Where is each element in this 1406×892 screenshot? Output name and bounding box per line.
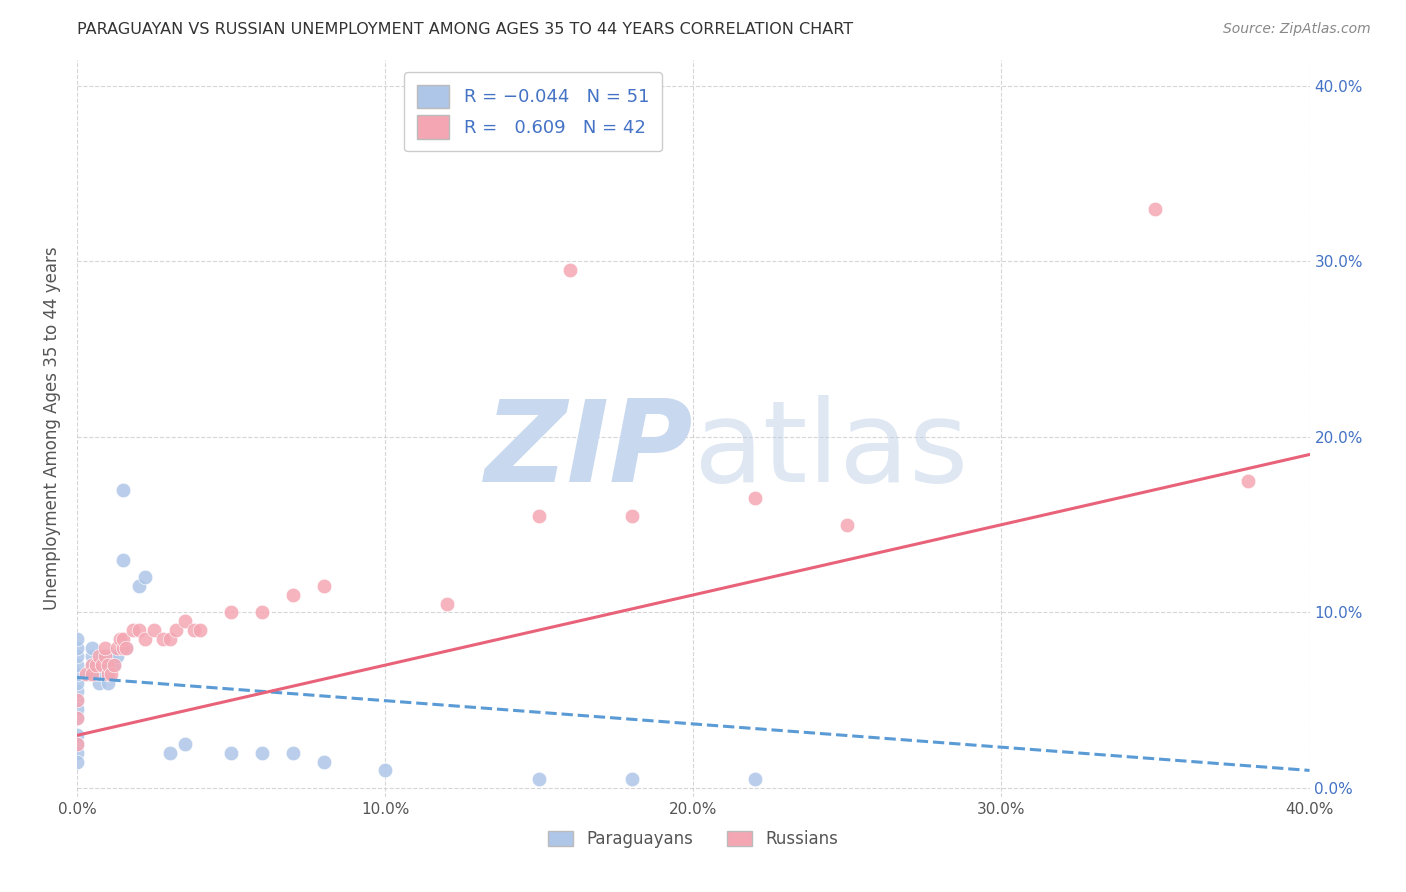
Point <box>620 772 643 787</box>
Point <box>183 623 205 637</box>
Point <box>94 666 117 681</box>
Point <box>97 649 120 664</box>
Point <box>105 649 128 664</box>
Point <box>97 666 120 681</box>
Point <box>744 772 766 787</box>
Point <box>174 614 197 628</box>
Point <box>1144 202 1167 216</box>
Point <box>66 649 89 664</box>
Point <box>100 649 122 664</box>
Point <box>66 666 89 681</box>
Point <box>79 666 101 681</box>
Point <box>558 263 581 277</box>
Point <box>97 675 120 690</box>
Point <box>159 746 181 760</box>
Point <box>66 711 89 725</box>
Point <box>82 658 104 673</box>
Point <box>281 588 304 602</box>
Point <box>90 658 112 673</box>
Point <box>128 623 150 637</box>
Point <box>219 746 242 760</box>
Point <box>66 675 89 690</box>
Point <box>219 606 242 620</box>
Point <box>100 666 122 681</box>
Point <box>82 666 104 681</box>
Point <box>87 666 110 681</box>
Point <box>174 737 197 751</box>
Point <box>66 640 89 655</box>
Point <box>87 649 110 664</box>
Point <box>66 728 89 742</box>
Point <box>66 737 89 751</box>
Point <box>112 553 135 567</box>
Point <box>1237 474 1260 488</box>
Point <box>84 658 107 673</box>
Point <box>134 570 156 584</box>
Text: PARAGUAYAN VS RUSSIAN UNEMPLOYMENT AMONG AGES 35 TO 44 YEARS CORRELATION CHART: PARAGUAYAN VS RUSSIAN UNEMPLOYMENT AMONG… <box>77 22 853 37</box>
Point <box>82 640 104 655</box>
Point <box>84 658 107 673</box>
Text: Source: ZipAtlas.com: Source: ZipAtlas.com <box>1223 22 1371 37</box>
Point <box>84 666 107 681</box>
Point <box>87 658 110 673</box>
Point <box>66 693 89 707</box>
Text: ZIP: ZIP <box>485 395 693 506</box>
Point <box>312 579 335 593</box>
Point <box>66 737 89 751</box>
Point <box>103 658 125 673</box>
Point <box>94 658 117 673</box>
Point <box>112 483 135 497</box>
Point <box>66 702 89 716</box>
Point <box>100 658 122 673</box>
Legend: Paraguayans, Russians: Paraguayans, Russians <box>541 823 845 855</box>
Point <box>620 508 643 523</box>
Point <box>529 772 551 787</box>
Point <box>94 640 117 655</box>
Point <box>82 649 104 664</box>
Point <box>105 640 128 655</box>
Point <box>281 746 304 760</box>
Point <box>66 746 89 760</box>
Point <box>436 597 458 611</box>
Point <box>159 632 181 646</box>
Point <box>165 623 187 637</box>
Point <box>134 632 156 646</box>
Point <box>110 632 132 646</box>
Point <box>103 658 125 673</box>
Point <box>66 693 89 707</box>
Point <box>97 658 120 673</box>
Point <box>87 675 110 690</box>
Point <box>374 764 396 778</box>
Point <box>66 755 89 769</box>
Point <box>90 649 112 664</box>
Point <box>112 640 135 655</box>
Point <box>312 755 335 769</box>
Y-axis label: Unemployment Among Ages 35 to 44 years: Unemployment Among Ages 35 to 44 years <box>44 246 60 610</box>
Point <box>115 640 138 655</box>
Point <box>837 517 859 532</box>
Text: atlas: atlas <box>693 395 969 506</box>
Point <box>128 579 150 593</box>
Point <box>152 632 174 646</box>
Point <box>143 623 166 637</box>
Point <box>82 658 104 673</box>
Point <box>121 623 143 637</box>
Point <box>188 623 211 637</box>
Point <box>744 491 766 506</box>
Point <box>250 746 273 760</box>
Point <box>94 649 117 664</box>
Point <box>97 666 120 681</box>
Point <box>66 632 89 646</box>
Point <box>66 711 89 725</box>
Point <box>66 658 89 673</box>
Point <box>529 508 551 523</box>
Point <box>250 606 273 620</box>
Point <box>90 658 112 673</box>
Point <box>97 658 120 673</box>
Point <box>115 640 138 655</box>
Point <box>66 684 89 698</box>
Point <box>112 632 135 646</box>
Point <box>75 666 97 681</box>
Point <box>94 649 117 664</box>
